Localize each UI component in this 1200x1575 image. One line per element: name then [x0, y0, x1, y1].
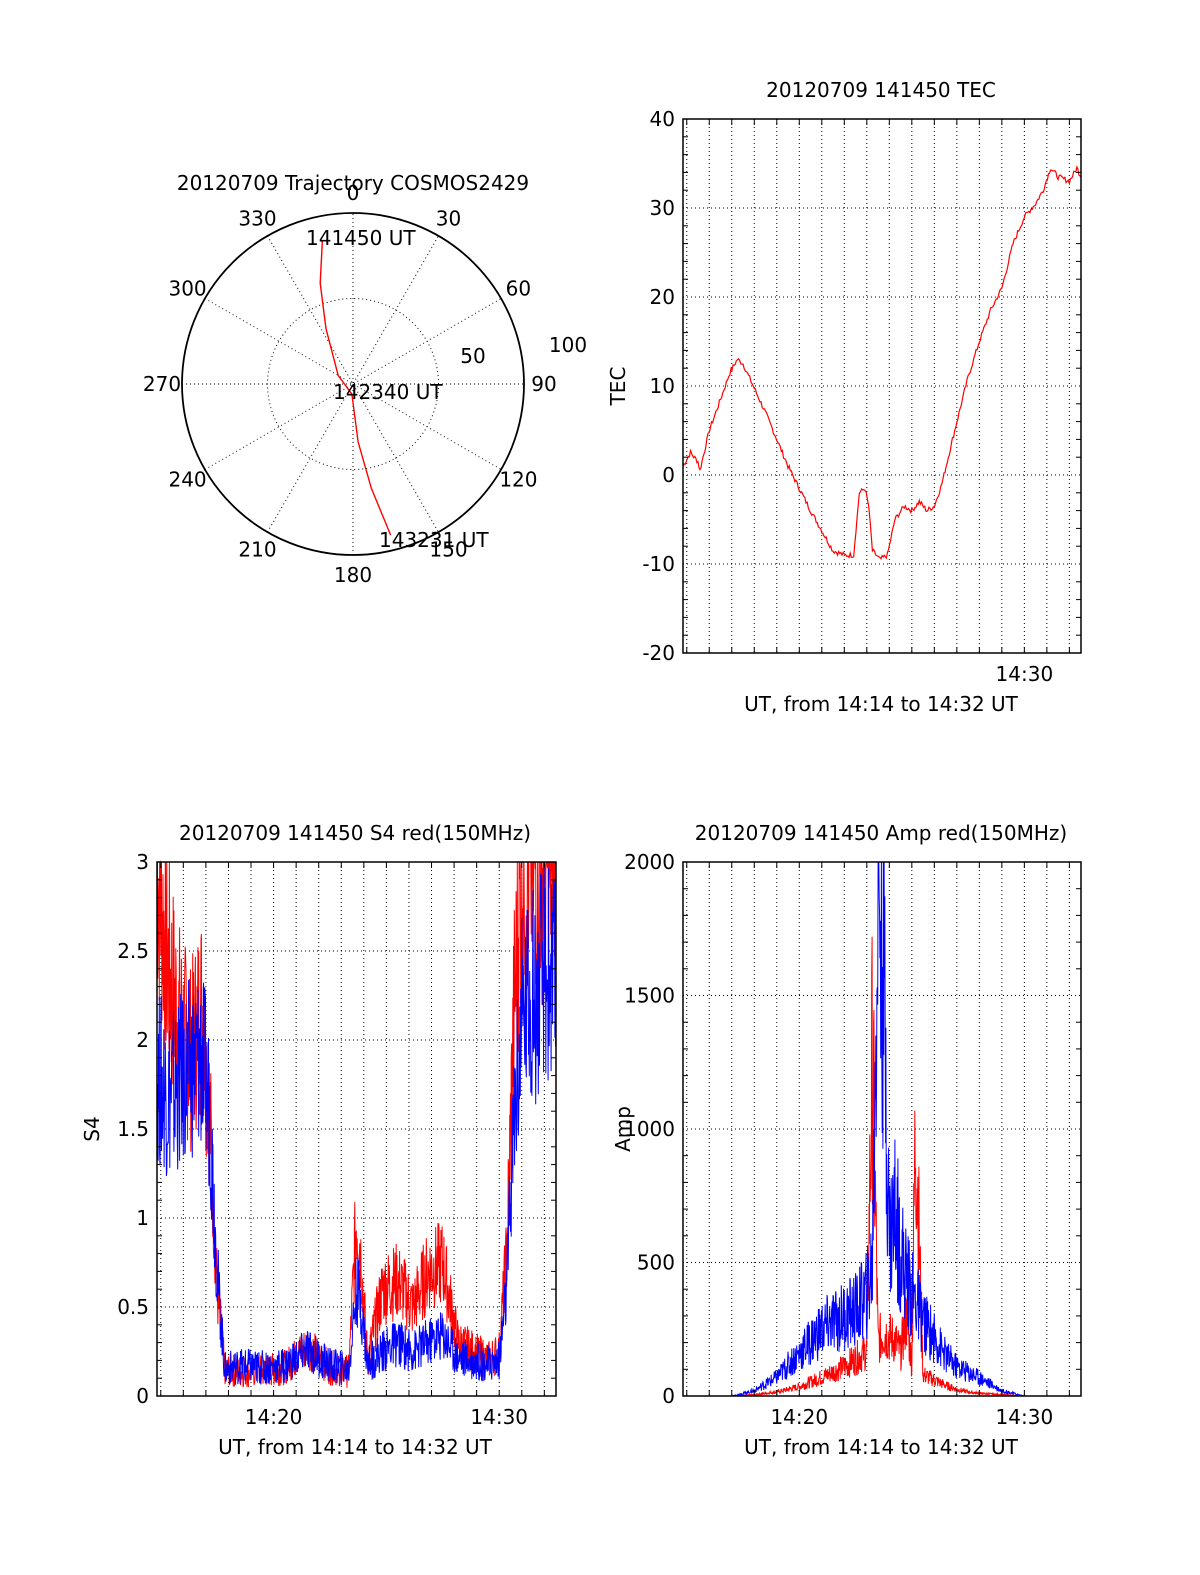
tec-series-line: [682, 165, 1082, 560]
tec-ytick-label: 30: [650, 196, 675, 220]
s4-ticks: 3 2.5 2 1.5 1 0.5 0 14:20 14:30: [117, 850, 556, 1429]
polar-spoke: [267, 235, 439, 533]
s4-xtick-label: 14:20: [245, 1405, 303, 1429]
polar-angle-tick: 120: [499, 468, 537, 492]
amp-ytick-label: 500: [637, 1251, 675, 1275]
s4-ytick-label: 3: [136, 850, 149, 874]
amp-ytick-label: 1500: [624, 984, 675, 1008]
amp-grid: [683, 861, 1081, 1397]
s4-xtick-label: 14:30: [470, 1405, 528, 1429]
tec-panel: 20120709 141450 TEC 40 30 20 10 0 -10 -20 14:30…: [606, 78, 1082, 716]
s4-series-line: [156, 861, 557, 1386]
s4-ytick-label: 1: [136, 1206, 149, 1230]
polar-angle-tick: 30: [436, 207, 461, 231]
polar-angle-tick: 60: [506, 277, 531, 301]
polar-angle-tick: 210: [238, 537, 276, 561]
amp-xtick-label: 14:30: [996, 1405, 1054, 1429]
tec-ticks: 40 30 20 10 0 -10 -20 14:30: [642, 107, 1081, 686]
polar-angle-tick: 270: [143, 372, 181, 396]
polar-radial-tick: 50: [460, 344, 485, 368]
polar-annotation: 141450 UT: [306, 226, 416, 250]
polar-series: [319, 240, 392, 536]
polar-title: 20120709 Trajectory COSMOS2429: [177, 171, 529, 195]
s4-ytick-label: 1.5: [117, 1117, 149, 1141]
amp-xtick-label: 14:20: [770, 1405, 828, 1429]
s4-series-line: [156, 860, 557, 1388]
polar-spoke: [204, 298, 502, 470]
amp-panel: 20120709 141450 Amp red(150MHz) 2000 1500…: [611, 821, 1082, 1459]
polar-trajectory-line: [319, 240, 392, 536]
amp-ytick-label: 2000: [624, 850, 675, 874]
polar-angle-ticks: 0 30 60 90 120 150 180 210 240 270 300 330: [143, 181, 557, 587]
tec-xlabel: UT, from 14:14 to 14:32 UT: [744, 692, 1019, 716]
tec-ylabel: TEC: [606, 367, 630, 407]
polar-angle-tick: 0: [347, 181, 360, 205]
polar-angle-tick: 330: [238, 207, 276, 231]
polar-annotation: 142340 UT: [333, 380, 443, 404]
tec-series: [682, 165, 1082, 560]
amp-xlabel: UT, from 14:14 to 14:32 UT: [744, 1435, 1019, 1459]
polar-spoke: [267, 235, 439, 533]
amp-ytick-label: 0: [662, 1384, 675, 1408]
polar-annotation: 143231 UT: [379, 528, 489, 552]
s4-ytick-label: 0.5: [117, 1295, 149, 1319]
s4-ytick-label: 2.5: [117, 939, 149, 963]
amp-title: 20120709 141450 Amp red(150MHz): [695, 821, 1067, 845]
tec-ytick-label: -20: [642, 641, 675, 665]
tec-grid: [683, 118, 1081, 654]
amp-plot-frame: [682, 861, 1082, 1397]
tec-plot-frame: [682, 118, 1082, 654]
polar-trajectory-panel: 20120709 Trajectory COSMOS2429 0 30 60 90 12…: [143, 171, 587, 587]
tec-ytick-label: 40: [650, 107, 675, 131]
s4-ylabel: S4: [80, 1116, 104, 1141]
polar-angle-tick: 300: [168, 277, 206, 301]
tec-ytick-label: -10: [642, 552, 675, 576]
s4-ytick-label: 2: [136, 1028, 149, 1052]
polar-spoke: [204, 298, 502, 470]
s4-panel: 20120709 141450 S4 red(150MHz) 3 2.5 2 1.5 1…: [80, 821, 557, 1459]
polar-angle-tick: 90: [531, 372, 556, 396]
tec-ytick-label: 0: [662, 463, 675, 487]
polar-angle-tick: 150: [429, 537, 467, 561]
s4-series: [156, 860, 557, 1388]
polar-radial-tick: 100: [549, 333, 587, 357]
s4-plot-frame: [156, 861, 557, 1397]
polar-angle-tick: 240: [168, 468, 206, 492]
amp-ytick-label: 1000: [624, 1117, 675, 1141]
tec-ytick-label: 10: [650, 374, 675, 398]
s4-title: 20120709 141450 S4 red(150MHz): [179, 821, 531, 845]
tec-ytick-label: 20: [650, 285, 675, 309]
amp-ticks: 2000 1500 1000 500 0 14:20 14:30: [624, 850, 1081, 1429]
amp-ylabel: Amp: [611, 1106, 635, 1152]
amp-series-line: [683, 861, 1081, 1397]
s4-xlabel: UT, from 14:14 to 14:32 UT: [218, 1435, 493, 1459]
polar-angle-tick: 180: [334, 563, 372, 587]
tec-xtick-label: 14:30: [996, 662, 1054, 686]
polar-grid: [181, 212, 525, 556]
s4-ytick-label: 0: [136, 1384, 149, 1408]
tec-title: 20120709 141450 TEC: [766, 78, 996, 102]
